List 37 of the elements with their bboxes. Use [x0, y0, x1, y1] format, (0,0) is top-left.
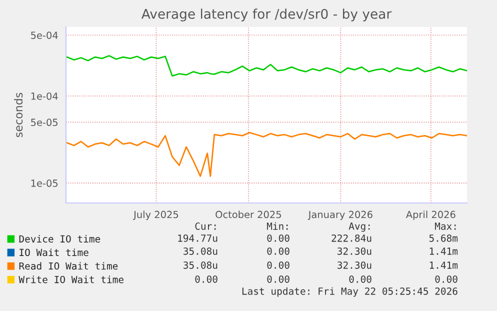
- text: 1.41m: [430, 262, 458, 269]
- legend-label: Write IO Wait time: [18, 276, 124, 284]
- x-tick-label: July 2025: [133, 210, 178, 220]
- text: 35.08u: [184, 247, 218, 255]
- legend-label: Device IO time: [19, 235, 100, 243]
- text: Min:: [266, 222, 288, 230]
- text: Max:: [434, 222, 456, 230]
- text: Avg:: [348, 222, 370, 232]
- y-tick-label: 5e-05: [31, 118, 58, 126]
- text: 32.30u: [338, 261, 372, 269]
- y-tick-label: 5e-04: [31, 32, 58, 39]
- x-tick-label: October 2025: [216, 210, 281, 218]
- x-tick-label: April 2026: [406, 210, 456, 220]
- legend-label: IO Wait time: [20, 248, 88, 256]
- text: 0.00: [267, 275, 290, 283]
- legend-label: Read IO Wait time: [19, 262, 118, 270]
- y-tick-label: 1e-04: [31, 92, 58, 100]
- text: 0.00: [349, 275, 372, 283]
- text: 5.68m: [429, 234, 458, 242]
- y-tick-label: 1e-05: [31, 180, 58, 187]
- y-axis-title: seconds: [14, 92, 23, 138]
- line-series: [66, 132, 467, 177]
- chart-title: Average latency for /dev/sr0 - by year: [141, 8, 392, 22]
- line-series: [66, 55, 467, 77]
- text: 0.00: [267, 234, 290, 242]
- text: 0.00: [195, 275, 218, 283]
- text: 1.41m: [430, 248, 458, 255]
- text: 194.77u: [178, 234, 218, 242]
- text: 0.00: [267, 247, 290, 255]
- text: 222.84u: [332, 234, 372, 242]
- text: 32.30u: [338, 247, 372, 255]
- x-tick-label: January 2026: [308, 210, 372, 220]
- text: Last update: Fri May 22 05:25:45 2026: [242, 287, 458, 297]
- text: Cur:: [195, 222, 216, 230]
- text: 0.00: [267, 261, 290, 269]
- text: 0.00: [435, 275, 458, 283]
- text: 35.08u: [184, 261, 218, 269]
